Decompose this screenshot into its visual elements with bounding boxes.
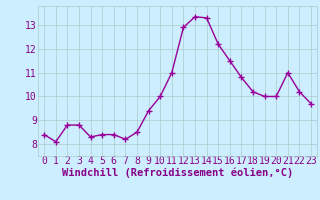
X-axis label: Windchill (Refroidissement éolien,°C): Windchill (Refroidissement éolien,°C) [62,167,293,178]
